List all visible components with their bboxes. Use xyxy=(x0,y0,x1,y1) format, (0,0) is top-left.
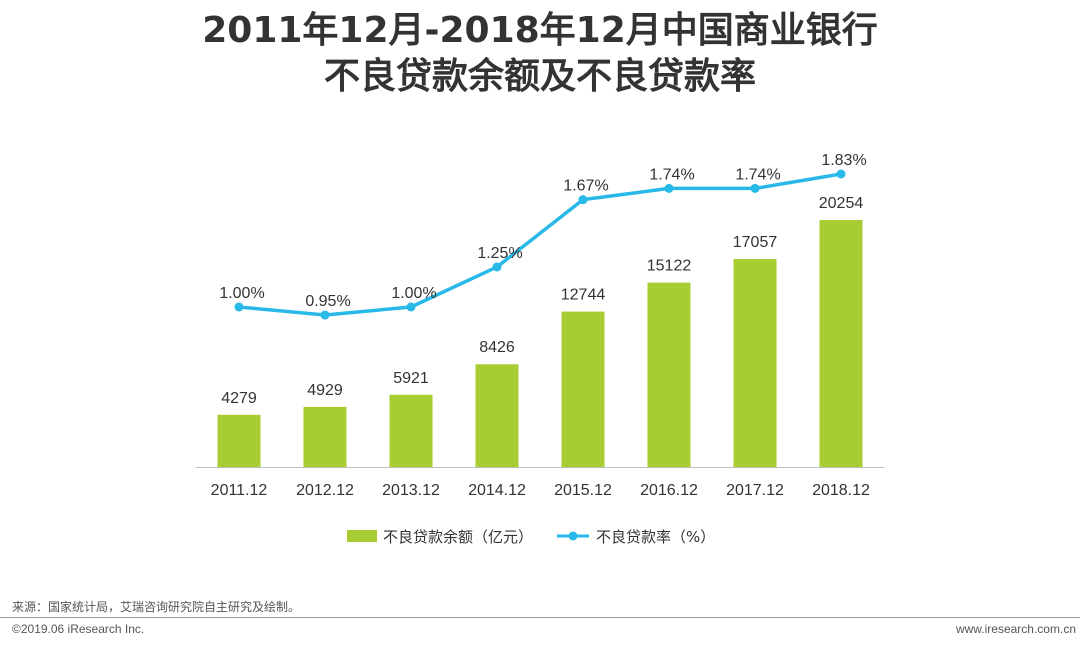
bar-value-label: 20254 xyxy=(819,195,864,212)
bars-layer xyxy=(217,220,863,467)
bar-2017.12 xyxy=(733,258,777,467)
bar-value-label: 17057 xyxy=(733,234,778,251)
bar-value-label: 5921 xyxy=(393,370,429,387)
legend-bar-label: 不良贷款余额（亿元） xyxy=(383,528,533,546)
combo-chart: 2011.12 2012.12 2013.12 2014.12 2015.12 2016.… xyxy=(196,152,884,546)
footer-divider xyxy=(0,617,1080,618)
website-link[interactable]: www.iresearch.com.cn xyxy=(955,622,1076,636)
rate-point-2014.12 xyxy=(492,262,502,272)
rate-point-2013.12 xyxy=(406,302,416,312)
rate-line-layer xyxy=(234,169,846,320)
x-tick-label: 2016.12 xyxy=(640,482,698,499)
rate-value-label: 1.83% xyxy=(821,152,866,169)
x-tick-label: 2013.12 xyxy=(382,482,440,499)
rate-line xyxy=(238,172,842,317)
rate-value-label: 1.00% xyxy=(219,285,264,302)
x-tick-label: 2011.12 xyxy=(211,482,268,499)
source-note: 来源：国家统计局，艾瑞咨询研究院自主研究及绘制。 xyxy=(12,600,301,614)
rate-value-label: 0.95% xyxy=(305,293,350,310)
bar-2016.12 xyxy=(647,282,691,467)
x-tick-label: 2015.12 xyxy=(554,482,612,499)
rate-point-2011.12 xyxy=(234,302,244,312)
legend-line-marker xyxy=(568,531,578,541)
x-tick-label: 2014.12 xyxy=(468,482,526,499)
bar-value-label: 15122 xyxy=(647,258,692,275)
rate-point-2015.12 xyxy=(578,195,588,205)
data-labels-layer: 4279 4929 5921 8426 12744 15122 17057 20254 1.00… xyxy=(219,152,866,407)
rate-point-2016.12 xyxy=(664,183,674,193)
x-axis: 2011.12 2012.12 2013.12 2014.12 2015.12 2016.… xyxy=(196,467,884,499)
rate-value-label: 1.00% xyxy=(391,285,436,302)
bar-value-label: 12744 xyxy=(561,287,606,304)
legend-bar-swatch xyxy=(347,530,377,542)
rate-value-label: 1.74% xyxy=(649,166,694,183)
x-tick-label: 2018.12 xyxy=(812,482,870,499)
copyright-text: ©2019.06 iResearch Inc. xyxy=(12,622,145,636)
bar-2014.12 xyxy=(475,364,519,467)
bar-value-label: 4279 xyxy=(221,390,257,407)
bar-2015.12 xyxy=(561,311,605,467)
chart-title-line-2: 不良贷款余额及不良贷款率 xyxy=(323,56,756,97)
bar-2012.12 xyxy=(303,406,347,467)
bar-value-label: 4929 xyxy=(307,382,343,399)
rate-value-label: 1.67% xyxy=(563,178,608,195)
bar-value-label: 8426 xyxy=(479,339,515,356)
chart-title-line-1: 2011年12月-2018年12月中国商业银行 xyxy=(202,10,878,51)
x-tick-label: 2017.12 xyxy=(726,482,784,499)
rate-value-label: 1.25% xyxy=(477,245,522,262)
rate-point-2012.12 xyxy=(320,310,330,320)
x-tick-label: 2012.12 xyxy=(296,482,354,499)
legend-line-label: 不良贷款率（%） xyxy=(596,528,715,546)
bar-2018.12 xyxy=(819,220,863,467)
rate-value-label: 1.74% xyxy=(735,166,780,183)
rate-point-2018.12 xyxy=(836,169,846,179)
bar-2013.12 xyxy=(389,394,433,467)
bar-2011.12 xyxy=(217,414,261,467)
rate-point-2017.12 xyxy=(750,183,760,193)
legend: 不良贷款余额（亿元） 不良贷款率（%） xyxy=(347,528,715,546)
